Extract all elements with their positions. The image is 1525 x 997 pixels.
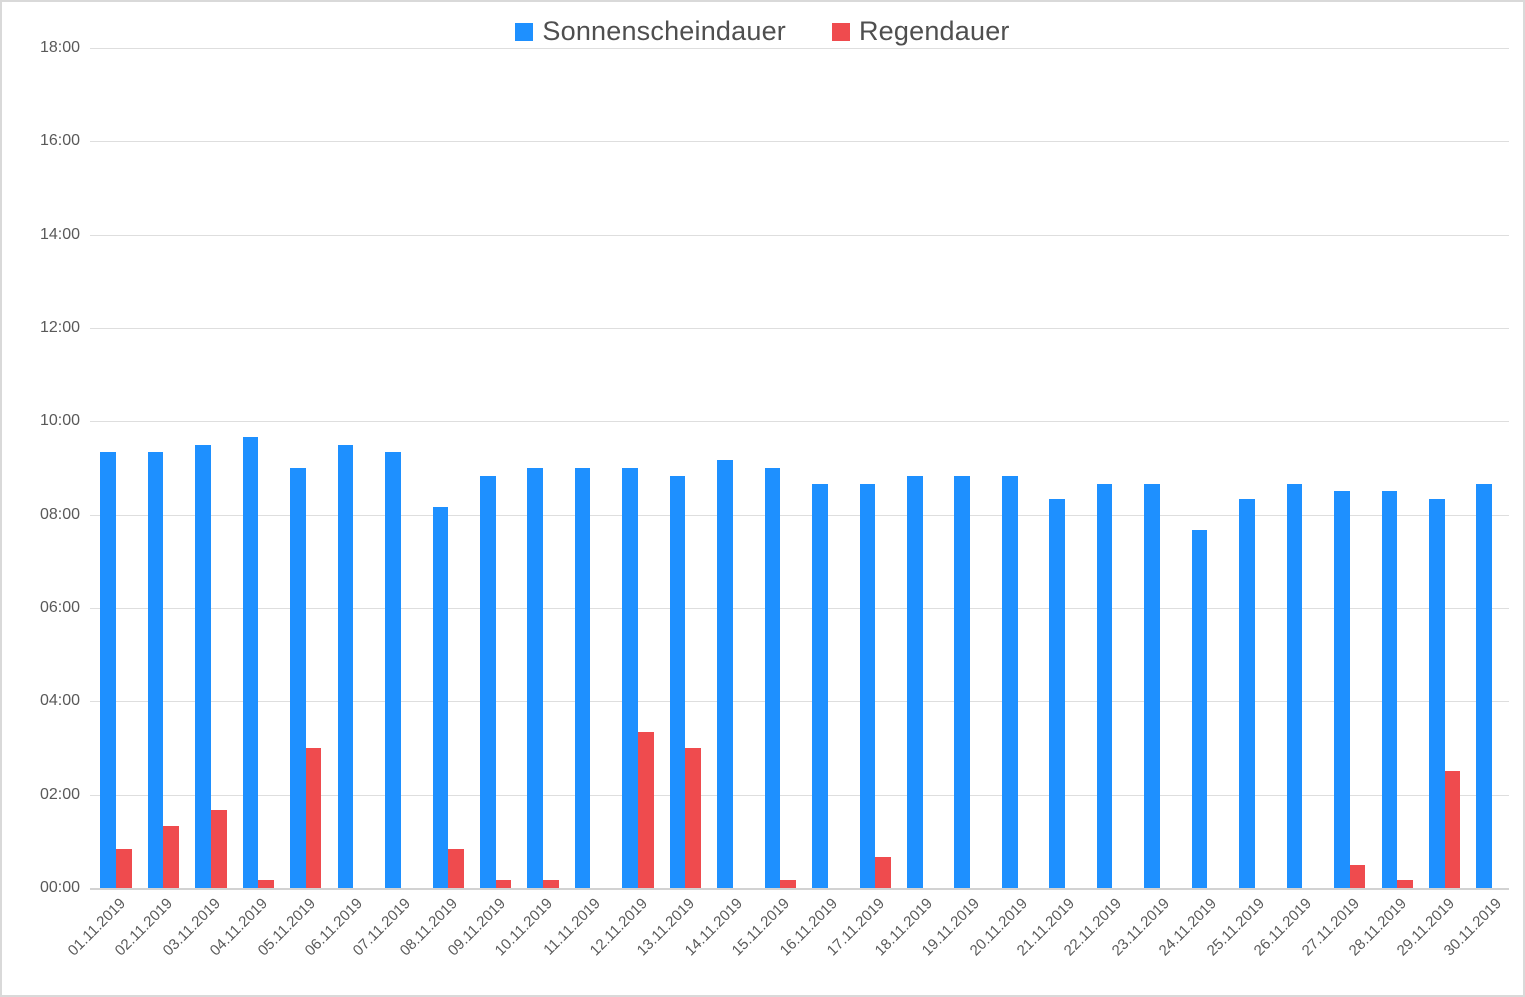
- bar-sonnenscheindauer-02.11.2019: [147, 452, 164, 888]
- bar-regendauer-09.11.2019: [495, 880, 512, 888]
- bar-sonnenscheindauer-09.11.2019: [479, 475, 496, 888]
- y-axis-tick-10:00: 10:00: [39, 412, 80, 430]
- bar-sonnenscheindauer-30.11.2019: [1476, 483, 1493, 888]
- bar-sonnenscheindauer-18.11.2019: [907, 475, 923, 888]
- bar-regendauer-15.11.2019: [780, 880, 796, 888]
- y-axis-tick-02:00: 02:00: [39, 785, 80, 803]
- bar-sonnenscheindauer-06.11.2019: [337, 444, 354, 888]
- legend-label-regendauer: Regendauer: [858, 16, 1010, 46]
- gridline: [90, 608, 1509, 609]
- bar-sonnenscheindauer-14.11.2019: [717, 460, 733, 888]
- gridline: [90, 421, 1509, 423]
- bar-regendauer-29.11.2019: [1444, 771, 1461, 888]
- legend-label-sonnenscheindauer: Sonnenscheindauer: [542, 16, 786, 46]
- bar-sonnenscheindauer-08.11.2019: [432, 506, 449, 888]
- bar-sonnenscheindauer-04.11.2019: [242, 436, 259, 888]
- bar-sonnenscheindauer-24.11.2019: [1191, 530, 1208, 888]
- bar-sonnenscheindauer-17.11.2019: [859, 483, 876, 888]
- bar-regendauer-27.11.2019: [1349, 864, 1366, 888]
- gridline: [90, 234, 1509, 236]
- bar-sonnenscheindauer-05.11.2019: [290, 468, 306, 888]
- bar-regendauer-01.11.2019: [116, 849, 132, 888]
- bar-regendauer-03.11.2019: [210, 810, 227, 888]
- bar-sonnenscheindauer-26.11.2019: [1286, 483, 1303, 888]
- gridline: [90, 48, 1509, 49]
- bar-sonnenscheindauer-20.11.2019: [1001, 475, 1018, 888]
- bar-sonnenscheindauer-07.11.2019: [385, 452, 401, 888]
- gridline: [90, 141, 1509, 143]
- y-axis-tick-18:00: 18:00: [39, 39, 80, 56]
- bar-sonnenscheindauer-23.11.2019: [1144, 483, 1160, 888]
- y-axis-tick-00:00: 00:00: [39, 879, 80, 896]
- bar-regendauer-10.11.2019: [543, 880, 559, 888]
- bar-sonnenscheindauer-22.11.2019: [1096, 483, 1113, 888]
- bar-sonnenscheindauer-25.11.2019: [1239, 499, 1255, 888]
- bar-sonnenscheindauer-03.11.2019: [195, 444, 211, 888]
- bar-regendauer-05.11.2019: [305, 748, 322, 888]
- gridline: [90, 514, 1509, 516]
- y-axis-tick-14:00: 14:00: [39, 225, 80, 243]
- bar-sonnenscheindauer-21.11.2019: [1049, 499, 1065, 888]
- bar-sonnenscheindauer-12.11.2019: [622, 468, 638, 888]
- bar-sonnenscheindauer-01.11.2019: [100, 452, 116, 888]
- plot-area: [90, 48, 1509, 890]
- legend: Sonnenscheindauer Regendauer: [2, 16, 1523, 47]
- bar-sonnenscheindauer-19.11.2019: [954, 475, 971, 888]
- bar-regendauer-17.11.2019: [875, 856, 891, 888]
- regendauer-swatch-icon: [831, 22, 850, 41]
- gridline: [90, 328, 1509, 329]
- bar-sonnenscheindauer-15.11.2019: [764, 468, 781, 888]
- y-axis-tick-04:00: 04:00: [39, 692, 80, 710]
- sonnenscheindauer-swatch-icon: [515, 22, 534, 41]
- bar-regendauer-08.11.2019: [448, 849, 464, 888]
- bar-sonnenscheindauer-10.11.2019: [527, 468, 543, 888]
- bar-sonnenscheindauer-27.11.2019: [1334, 491, 1350, 888]
- bar-regendauer-02.11.2019: [163, 825, 180, 888]
- bar-sonnenscheindauer-29.11.2019: [1428, 499, 1445, 888]
- y-axis-tick-06:00: 06:00: [39, 599, 80, 616]
- legend-item-regendauer: Regendauer: [831, 16, 1010, 47]
- legend-item-sonnenscheindauer: Sonnenscheindauer: [515, 16, 786, 47]
- y-axis-tick-16:00: 16:00: [39, 132, 80, 150]
- bar-regendauer-12.11.2019: [638, 732, 654, 888]
- bar-sonnenscheindauer-16.11.2019: [812, 483, 828, 888]
- y-axis-tick-12:00: 12:00: [39, 319, 80, 336]
- bar-regendauer-04.11.2019: [258, 880, 275, 888]
- bar-regendauer-28.11.2019: [1397, 880, 1413, 888]
- bar-sonnenscheindauer-13.11.2019: [669, 475, 686, 888]
- gridline: [90, 701, 1509, 703]
- bar-sonnenscheindauer-11.11.2019: [574, 468, 591, 888]
- bar-regendauer-13.11.2019: [685, 748, 702, 888]
- y-axis-tick-08:00: 08:00: [39, 505, 80, 523]
- bar-sonnenscheindauer-28.11.2019: [1381, 491, 1398, 888]
- gridline: [90, 794, 1509, 796]
